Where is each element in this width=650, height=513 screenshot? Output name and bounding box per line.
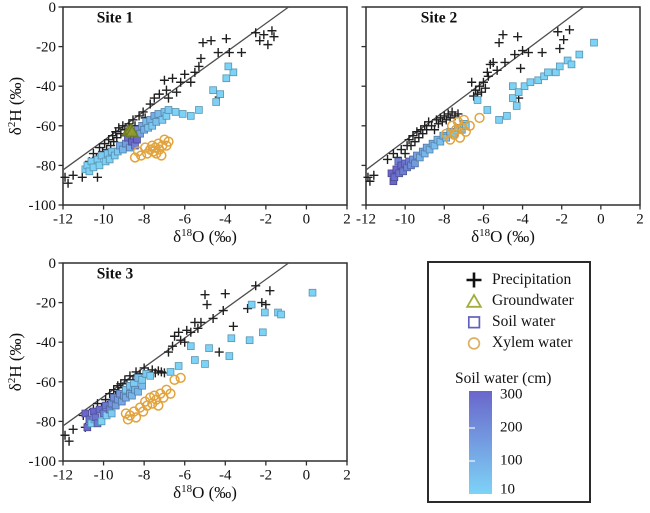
x-tick-label: -6: [178, 468, 191, 484]
site-title: Site 2: [421, 10, 458, 27]
x-tick-label: -12: [356, 212, 376, 228]
legend-item-groundwater: Groundwater: [429, 290, 589, 311]
x-tick-label: -6: [477, 212, 490, 228]
plot-frame: [62, 262, 348, 462]
site-title: Site 1: [97, 10, 134, 27]
legend-label-precipitation: Precipitation: [492, 270, 572, 288]
x-tick-label: 2: [343, 468, 351, 484]
y-tick-label: -80: [36, 414, 56, 430]
colorbar-tick-label: 300: [500, 386, 523, 403]
y-tick-label: -80: [36, 158, 56, 174]
colorbar-tick-label: 200: [500, 419, 523, 436]
legend-label-soil-water: Soil water: [492, 312, 556, 330]
x-tick-label: -2: [555, 212, 568, 228]
x-tick-label: 2: [636, 212, 644, 228]
site-1-meteoric-line: [62, 6, 289, 171]
site-2-xylem-water-points: [441, 112, 485, 145]
colorbar-notch: [469, 426, 475, 429]
x-tick-label: -10: [94, 468, 114, 484]
y-tick-label: -100: [29, 454, 57, 470]
y-tick-label: -20: [36, 296, 56, 312]
y-tick-label: -40: [36, 335, 56, 351]
axis-label: δ18O (‰): [173, 227, 237, 246]
y-axis: 0 -20 -40 -60 -80 -100: [29, 0, 63, 214]
x-axis: -12 -10 -8 -6 -4 -2 0 2: [53, 461, 351, 484]
x-tick-label: -12: [53, 468, 73, 484]
x-axis: -12 -10 -8 -6 -4 -2 0 2: [356, 205, 644, 228]
x-tick-label: -2: [260, 212, 273, 228]
y-tick-label: -60: [36, 119, 56, 135]
legend-item-soil-water: Soil water: [429, 311, 589, 332]
site-1-soil-water-points: [81, 62, 238, 176]
colorbar-tick-label: 10: [500, 481, 515, 498]
y-tick-label: -20: [36, 40, 56, 56]
y-tick-label: 0: [49, 256, 57, 272]
x-tick-label: 0: [303, 212, 311, 228]
site-3-xylem-water-points: [120, 372, 186, 425]
colorbar-gradient: [469, 391, 492, 494]
site-3-soil-water-points: [81, 288, 317, 432]
site-1-xylem-water-points: [129, 134, 174, 163]
y-tick-label: 0: [49, 0, 57, 16]
y-axis: 0 -20 -40 -60 -80 -100: [29, 256, 63, 470]
x-tick-label: -10: [94, 212, 114, 228]
axis-label: δ2H (‰): [6, 333, 25, 391]
x-tick-label: -4: [219, 468, 232, 484]
site-title: Site 3: [97, 266, 134, 283]
site-2-precipitation-points: [363, 25, 575, 186]
x-tick-label: -8: [138, 468, 151, 484]
legend-label-xylem-water: Xylem water: [492, 333, 573, 351]
x-tick-label: -10: [395, 212, 415, 228]
x-tick-label: 0: [597, 212, 605, 228]
x-tick-label: -8: [138, 212, 151, 228]
legend-box: Precipitation Groundwater Soil water Xyl…: [427, 261, 591, 503]
x-tick-label: 2: [343, 212, 351, 228]
panel-site-2: -12 -10 -8 -6 -4 -2 0 2 δ18O (‰) Site 2: [356, 6, 644, 246]
y-axis: [361, 6, 366, 206]
site-2-meteoric-line: [365, 6, 585, 171]
axis-label: δ2H (‰): [6, 77, 25, 135]
axis-label: δ18O (‰): [173, 483, 237, 502]
axis-label: δ18O (‰): [471, 227, 535, 246]
y-tick-label: -40: [36, 79, 56, 95]
site-1-groundwater-points: [121, 122, 140, 137]
plot-frame: [365, 6, 641, 206]
y-tick-label: -100: [29, 198, 57, 214]
x-tick-label: -4: [219, 212, 232, 228]
x-tick-label: -4: [516, 212, 529, 228]
x-axis: -12 -10 -8 -6 -4 -2 0 2: [53, 205, 351, 228]
plot-frame: [62, 6, 348, 206]
circle-icon: [467, 336, 481, 350]
colorbar-notch: [469, 459, 475, 462]
legend-item-xylem-water: Xylem water: [429, 332, 589, 353]
plus-icon: [466, 272, 482, 287]
site-3-meteoric-line: [62, 262, 289, 427]
x-tick-label: -12: [53, 212, 73, 228]
colorbar: 300 200 100 10: [469, 387, 579, 498]
y-tick-label: -60: [36, 375, 56, 391]
x-tick-label: -2: [260, 468, 273, 484]
x-tick-label: -6: [178, 212, 191, 228]
colorbar-tick-label: 100: [500, 452, 523, 469]
square-icon: [467, 315, 481, 328]
x-tick-label: 0: [303, 468, 311, 484]
triangle-icon: [465, 292, 483, 308]
x-tick-label: -8: [438, 212, 451, 228]
legend-item-precipitation: Precipitation: [429, 269, 589, 290]
colorbar-title: Soil water (cm): [455, 370, 552, 387]
legend-label-groundwater: Groundwater: [492, 291, 574, 309]
